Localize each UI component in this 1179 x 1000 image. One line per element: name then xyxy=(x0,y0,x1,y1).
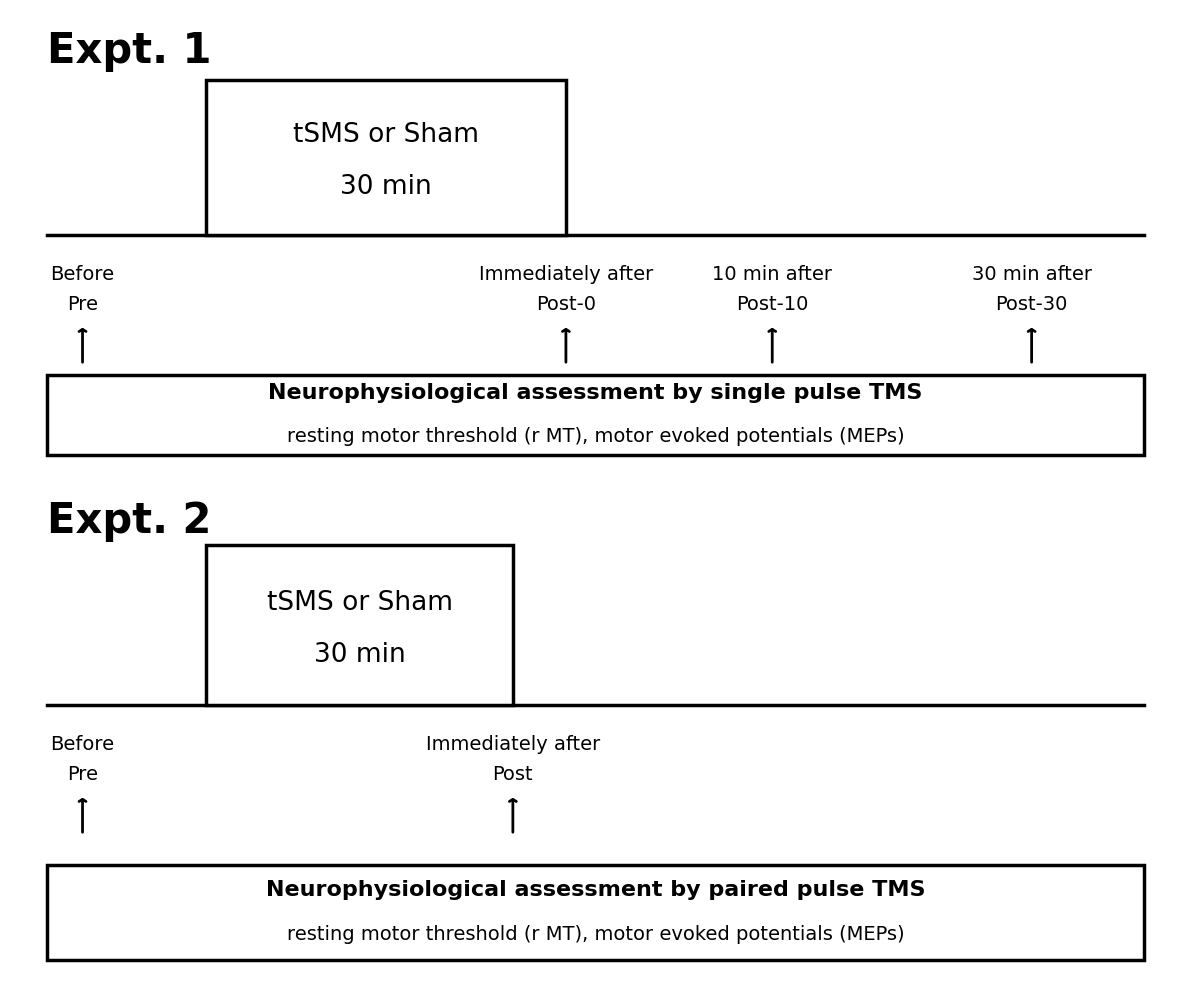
Text: Post: Post xyxy=(493,765,533,784)
Text: Neurophysiological assessment by paired pulse TMS: Neurophysiological assessment by paired … xyxy=(265,880,926,900)
Text: Immediately after: Immediately after xyxy=(426,735,600,754)
Text: Before: Before xyxy=(51,735,114,754)
Bar xyxy=(47,865,1144,960)
Text: Expt. 2: Expt. 2 xyxy=(47,500,211,542)
Text: Pre: Pre xyxy=(67,765,98,784)
Text: Post-10: Post-10 xyxy=(736,295,809,314)
Text: resting motor threshold (r MT), motor evoked potentials (MEPs): resting motor threshold (r MT), motor ev… xyxy=(286,428,904,446)
Text: 30 min after: 30 min after xyxy=(971,265,1092,284)
Bar xyxy=(206,545,513,705)
Text: Immediately after: Immediately after xyxy=(479,265,653,284)
Text: Pre: Pre xyxy=(67,295,98,314)
Text: Post-30: Post-30 xyxy=(995,295,1068,314)
Text: resting motor threshold (r MT), motor evoked potentials (MEPs): resting motor threshold (r MT), motor ev… xyxy=(286,925,904,944)
Text: tSMS or Sham: tSMS or Sham xyxy=(294,122,479,148)
Text: Post-0: Post-0 xyxy=(536,295,595,314)
Bar xyxy=(206,80,566,235)
Text: 30 min: 30 min xyxy=(341,174,432,200)
Text: tSMS or Sham: tSMS or Sham xyxy=(266,590,453,616)
Text: Before: Before xyxy=(51,265,114,284)
Text: Neurophysiological assessment by single pulse TMS: Neurophysiological assessment by single … xyxy=(268,383,923,403)
Text: 10 min after: 10 min after xyxy=(712,265,832,284)
Bar xyxy=(47,375,1144,455)
Text: 30 min: 30 min xyxy=(314,642,406,668)
Text: Expt. 1: Expt. 1 xyxy=(47,30,212,72)
